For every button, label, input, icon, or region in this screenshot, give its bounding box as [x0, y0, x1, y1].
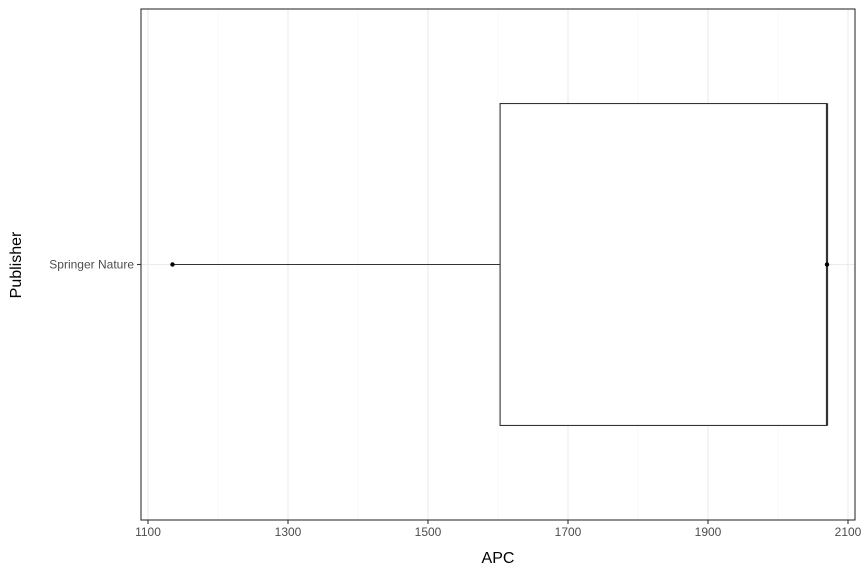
x-tick-label: 1100 — [135, 525, 161, 539]
outlier-point — [170, 262, 175, 267]
x-tick-label: 1500 — [415, 525, 442, 539]
data-marks — [170, 102, 830, 427]
x-tick-label: 1900 — [695, 525, 722, 539]
axes: 1100 1300 1500 1700 1900 2100 Springer Nature — [49, 258, 861, 540]
x-tick-label: 1300 — [275, 525, 302, 539]
y-tick-label: Springer Nature — [49, 258, 134, 272]
x-tick-label: 2100 — [835, 525, 862, 539]
y-axis-title: Publisher — [8, 231, 25, 298]
x-tick-label: 1700 — [555, 525, 582, 539]
x-axis-title: APC — [482, 550, 515, 567]
outlier-point — [824, 262, 830, 267]
box-iqr — [499, 102, 828, 427]
